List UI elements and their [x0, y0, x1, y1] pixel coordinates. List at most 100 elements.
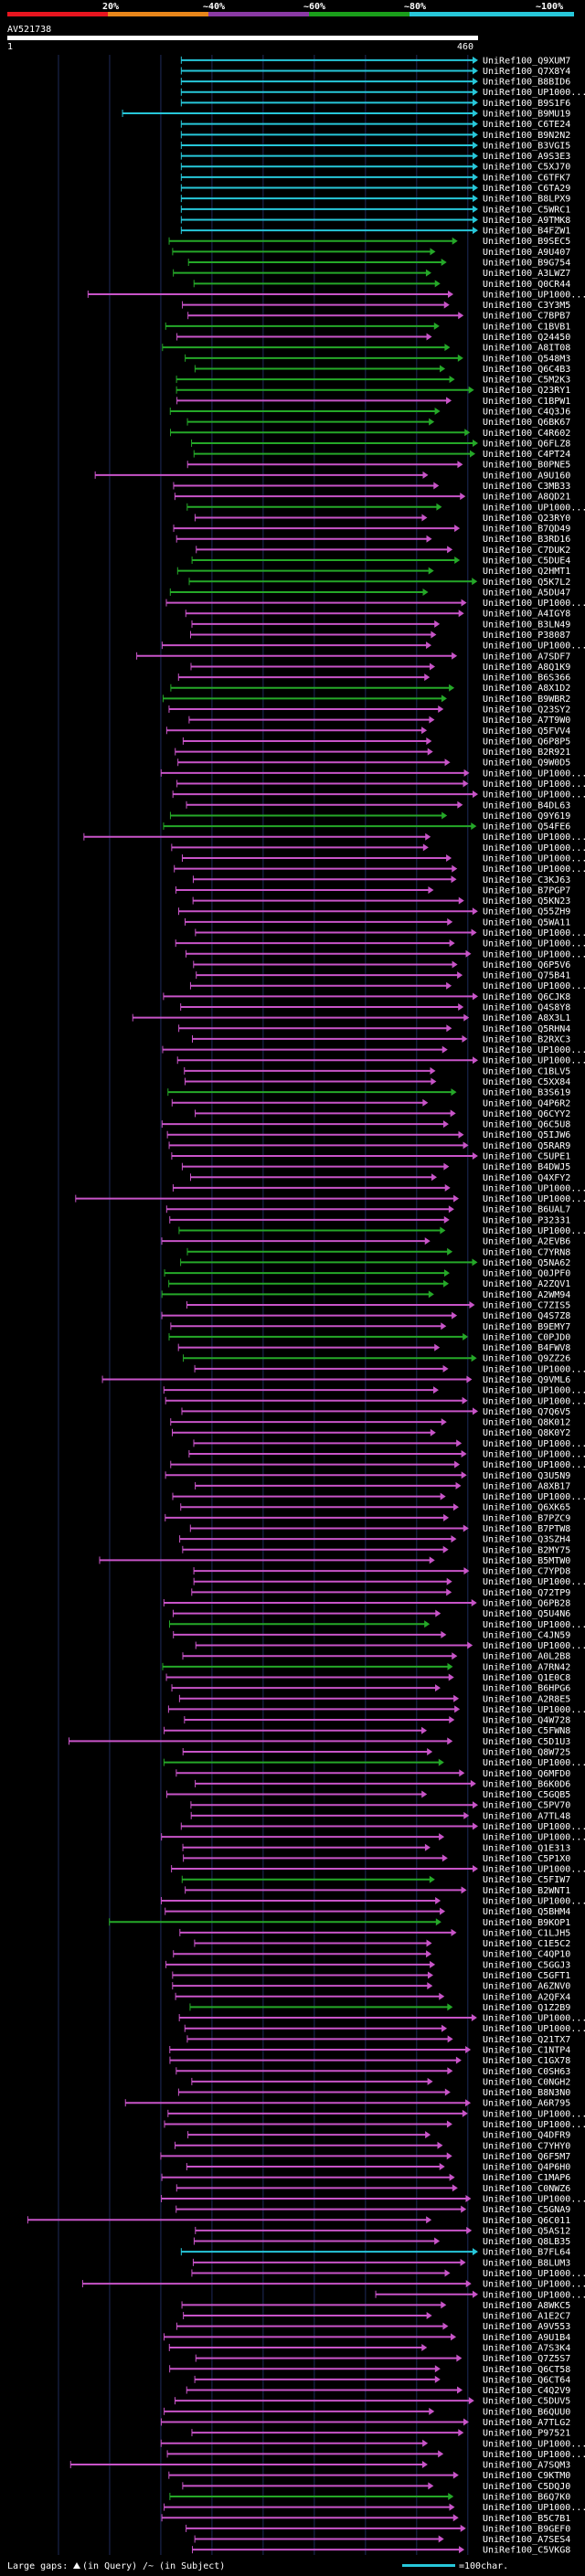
hit-label[interactable]: UniRef100_B2RXC3: [483, 1034, 570, 1044]
hit-row[interactable]: UniRef100_A1E2C7: [183, 2312, 571, 2322]
hit-label[interactable]: UniRef100_C0PJD0: [483, 1332, 570, 1342]
hit-row[interactable]: UniRef100_UP1000...: [194, 1364, 585, 1374]
hit-row[interactable]: UniRef100_B8LPX9: [180, 195, 570, 205]
hit-label[interactable]: UniRef100_B0PNE5: [483, 461, 570, 471]
hit-label[interactable]: UniRef100_C1BVB1: [483, 322, 570, 332]
hit-label[interactable]: UniRef100_B6HPG6: [483, 1684, 570, 1694]
hit-label[interactable]: UniRef100_C5VKG8: [483, 2546, 570, 2556]
hit-row[interactable]: UniRef100_C5GFT1: [172, 1971, 570, 1981]
hit-row[interactable]: UniRef100_B9G754: [187, 259, 570, 269]
hit-label[interactable]: UniRef100_P97521: [483, 2429, 570, 2439]
hit-label[interactable]: UniRef100_A8WKC5: [483, 2301, 570, 2311]
hit-row[interactable]: UniRef100_C1BLV5: [184, 1066, 571, 1076]
hit-label[interactable]: UniRef100_Q6FLZ8: [483, 439, 570, 449]
hit-label[interactable]: UniRef100_B9KOP1: [483, 1918, 570, 1928]
hit-label[interactable]: UniRef100_Q6XK65: [483, 1503, 570, 1513]
hit-label[interactable]: UniRef100_UP1000...: [483, 1396, 585, 1406]
hit-label[interactable]: UniRef100_A6R795: [483, 2099, 570, 2109]
hit-row[interactable]: UniRef100_UP1000...: [75, 1194, 585, 1204]
hit-row[interactable]: UniRef100_UP1000...: [83, 832, 585, 843]
hit-label[interactable]: UniRef100_UP1000...: [483, 779, 585, 790]
hit-row[interactable]: UniRef100_UP1000...: [171, 1865, 585, 1875]
hit-row[interactable]: UniRef100_UP1000...: [174, 864, 585, 875]
hit-label[interactable]: UniRef100_C4QP10: [483, 1950, 570, 1960]
hit-row[interactable]: UniRef100_B3VGI5: [180, 141, 570, 151]
hit-label[interactable]: UniRef100_Q24450: [483, 333, 570, 343]
hit-row[interactable]: UniRef100_A7SQM3: [69, 2461, 570, 2471]
hit-label[interactable]: UniRef100_Q6PB28: [483, 1598, 570, 1608]
hit-row[interactable]: UniRef100_A0L2B8: [182, 1652, 570, 1662]
hit-label[interactable]: UniRef100_B9G754: [483, 259, 570, 269]
hit-row[interactable]: UniRef100_B3LN49: [191, 620, 570, 630]
hit-label[interactable]: UniRef100_UP1000...: [483, 1577, 585, 1587]
hit-label[interactable]: UniRef100_C4R602: [483, 429, 570, 439]
hit-label[interactable]: UniRef100_B9GEF0: [483, 2524, 570, 2534]
hit-row[interactable]: UniRef100_B7QD49: [173, 525, 570, 535]
hit-label[interactable]: UniRef100_UP1000...: [483, 1045, 585, 1055]
hit-label[interactable]: UniRef100_C5GQB5: [483, 1790, 570, 1800]
hit-label[interactable]: UniRef100_C5DUV5: [483, 2397, 570, 2407]
hit-label[interactable]: UniRef100_C6TA29: [483, 184, 570, 194]
hit-label[interactable]: UniRef100_C7YRN8: [483, 1247, 570, 1257]
hit-label[interactable]: UniRef100_C5GFT1: [483, 1971, 570, 1981]
hit-row[interactable]: UniRef100_C0PJD0: [168, 1332, 570, 1342]
hit-row[interactable]: UniRef100_B2WNT1: [185, 1886, 571, 1896]
hit-label[interactable]: UniRef100_C9KTM0: [483, 2471, 570, 2481]
hit-label[interactable]: UniRef100_UP1000...: [483, 864, 585, 875]
hit-row[interactable]: UniRef100_B6K0D6: [195, 1779, 571, 1789]
hit-label[interactable]: UniRef100_B2R921: [483, 747, 570, 758]
hit-row[interactable]: UniRef100_A6ZNV0: [172, 1982, 571, 1992]
hit-row[interactable]: UniRef100_B9S1F6: [180, 99, 570, 109]
hit-label[interactable]: UniRef100_UP1000...: [483, 1449, 585, 1459]
hit-row[interactable]: UniRef100_UP1000...: [171, 843, 585, 853]
hit-row[interactable]: UniRef100_B9GEF0: [186, 2524, 571, 2534]
hit-row[interactable]: UniRef100_UP1000...: [189, 981, 585, 991]
hit-row[interactable]: UniRef100_Q6C5U8: [161, 1120, 570, 1130]
hit-row[interactable]: UniRef100_B4FWV8: [177, 1343, 570, 1353]
hit-label[interactable]: UniRef100_UP1000...: [483, 832, 585, 843]
hit-row[interactable]: UniRef100_C4Q2V9: [186, 2386, 570, 2396]
hit-label[interactable]: UniRef100_UP1000...: [483, 2450, 585, 2460]
hit-row[interactable]: UniRef100_A8Q1K9: [190, 663, 570, 673]
hit-label[interactable]: UniRef100_Q23RY0: [483, 514, 570, 524]
hit-label[interactable]: UniRef100_C7DUK2: [483, 546, 570, 556]
hit-label[interactable]: UniRef100_Q6BK67: [483, 418, 570, 428]
hit-row[interactable]: UniRef100_UP1000...: [168, 1620, 585, 1630]
hit-row[interactable]: UniRef100_C5P1X0: [183, 1854, 571, 1864]
hit-label[interactable]: UniRef100_C1BPW1: [483, 397, 570, 407]
hit-label[interactable]: UniRef100_Q9XUM7: [483, 56, 570, 66]
hit-label[interactable]: UniRef100_Q5IJW6: [483, 1130, 570, 1140]
hit-label[interactable]: UniRef100_UP1000...: [483, 1641, 585, 1651]
hit-row[interactable]: UniRef100_UP1000...: [186, 503, 585, 513]
hit-label[interactable]: UniRef100_A4IGY8: [483, 610, 570, 620]
hit-label[interactable]: UniRef100_Q6C5U8: [483, 1120, 570, 1130]
hit-row[interactable]: UniRef100_A2QFX4: [175, 1992, 570, 2002]
hit-row[interactable]: UniRef100_Q4P6R2: [171, 1098, 570, 1108]
hit-label[interactable]: UniRef100_Q9Y619: [483, 811, 570, 822]
hit-label[interactable]: UniRef100_UP1000...: [483, 2024, 585, 2034]
hit-row[interactable]: UniRef100_Q6MFD0: [176, 1769, 570, 1779]
hit-label[interactable]: UniRef100_Q5AS12: [483, 2226, 570, 2236]
hit-row[interactable]: UniRef100_A9TMK8: [180, 216, 570, 226]
hit-row[interactable]: UniRef100_UP1000...: [167, 2109, 585, 2119]
hit-row[interactable]: UniRef100_C4R602: [170, 429, 571, 439]
hit-row[interactable]: UniRef100_B9EMY7: [170, 1322, 570, 1332]
hit-label[interactable]: UniRef100_UP1000...: [483, 2014, 585, 2024]
hit-row[interactable]: UniRef100_UP1000...: [163, 1386, 585, 1396]
hit-label[interactable]: UniRef100_A8IT08: [483, 344, 570, 354]
hit-row[interactable]: UniRef100_Q6P8P5: [182, 737, 570, 747]
hit-row[interactable]: UniRef100_Q2HMT1: [176, 567, 570, 577]
hit-label[interactable]: UniRef100_C1NTP4: [483, 2045, 570, 2055]
hit-label[interactable]: UniRef100_B9EMY7: [483, 1322, 570, 1332]
hit-row[interactable]: UniRef100_C5GNA9: [176, 2205, 571, 2215]
hit-label[interactable]: UniRef100_A7TL48: [483, 1811, 570, 1821]
hit-row[interactable]: UniRef100_Q55ZH9: [177, 907, 570, 917]
hit-label[interactable]: UniRef100_Q2HMT1: [483, 567, 570, 577]
hit-label[interactable]: UniRef100_B6Q7K0: [483, 2492, 570, 2502]
hit-label[interactable]: UniRef100_C7YHY0: [483, 2141, 570, 2151]
hit-label[interactable]: UniRef100_Q7X8Y4: [483, 67, 570, 77]
hit-row[interactable]: UniRef100_Q4S7Z8: [161, 1311, 570, 1321]
hit-row[interactable]: UniRef100_UP1000...: [167, 1705, 585, 1715]
hit-label[interactable]: UniRef100_P32331: [483, 1215, 570, 1225]
hit-label[interactable]: UniRef100_A2QFX4: [483, 1992, 570, 2002]
